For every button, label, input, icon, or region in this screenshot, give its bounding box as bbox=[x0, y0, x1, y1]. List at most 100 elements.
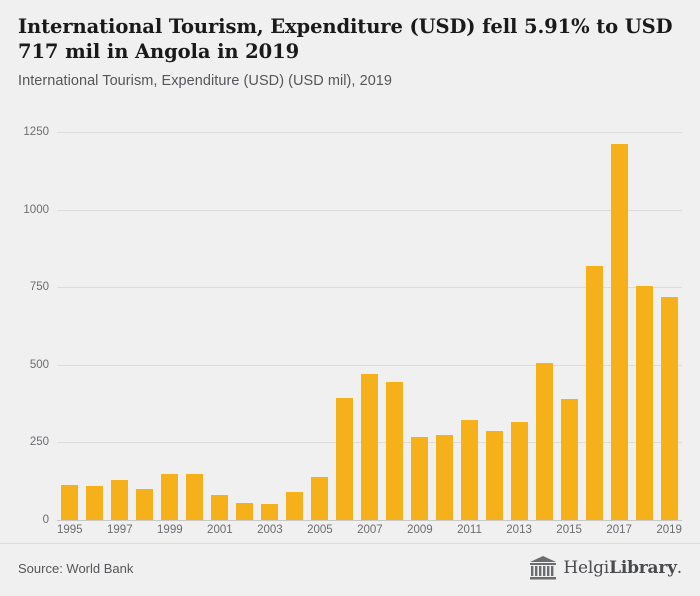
x-axis-tick-label bbox=[482, 524, 506, 544]
x-axis-tick-label bbox=[83, 524, 107, 544]
bar-cell bbox=[282, 132, 307, 520]
gridline bbox=[57, 520, 682, 521]
bar[interactable] bbox=[461, 420, 478, 520]
x-axis-tick-label: 2003 bbox=[257, 524, 283, 536]
chart-header: International Tourism, Expenditure (USD)… bbox=[0, 0, 700, 89]
bar-cell bbox=[182, 132, 207, 520]
x-axis-tick-label bbox=[333, 524, 357, 544]
x-axis-tick-label: 2015 bbox=[556, 524, 582, 536]
bar-cell bbox=[457, 132, 482, 520]
bar[interactable] bbox=[261, 504, 278, 520]
bar[interactable] bbox=[186, 474, 203, 520]
bar-cell bbox=[357, 132, 382, 520]
bar[interactable] bbox=[361, 373, 378, 520]
bar[interactable] bbox=[561, 399, 578, 520]
bar[interactable] bbox=[661, 297, 678, 520]
bar-cell bbox=[632, 132, 657, 520]
gridline bbox=[57, 287, 682, 289]
x-axis-tick-label: 2009 bbox=[407, 524, 433, 536]
bar-cell bbox=[57, 132, 82, 520]
x-axis-tick-label bbox=[283, 524, 307, 544]
bar-cell bbox=[432, 132, 457, 520]
logo-text-light: Helgi bbox=[563, 558, 610, 578]
x-axis-tick-label bbox=[383, 524, 407, 544]
gridline bbox=[57, 364, 682, 366]
bar[interactable] bbox=[136, 489, 153, 520]
x-axis-tick-label bbox=[632, 524, 656, 544]
bar-cell bbox=[332, 132, 357, 520]
bar[interactable] bbox=[486, 430, 503, 520]
chart-area: 0 250 500 750 1000 1250 1995 1997 1999 2001 2003 2… bbox=[0, 115, 700, 545]
x-axis-tick-label bbox=[233, 524, 257, 544]
bar[interactable] bbox=[311, 476, 328, 520]
bar-cell bbox=[607, 132, 632, 520]
bar[interactable] bbox=[111, 479, 128, 520]
x-axis-tick-label: 2017 bbox=[606, 524, 632, 536]
x-axis-tick-label: 1999 bbox=[157, 524, 183, 536]
y-axis-tick-label: 1000 bbox=[23, 203, 49, 216]
source-note: Source: World Bank bbox=[18, 561, 134, 576]
bar-cell bbox=[407, 132, 432, 520]
x-axis-tick-label: 2001 bbox=[207, 524, 233, 536]
bar-cell bbox=[107, 132, 132, 520]
bar-cell bbox=[307, 132, 332, 520]
logo-wordmark: HelgiLibrary. bbox=[563, 558, 682, 578]
x-axis-tick-label: 2011 bbox=[457, 524, 482, 536]
bar[interactable] bbox=[611, 143, 628, 520]
bar-cell bbox=[257, 132, 282, 520]
x-axis-tick-label bbox=[133, 524, 157, 544]
bar-cell bbox=[82, 132, 107, 520]
bar-cell bbox=[557, 132, 582, 520]
bar[interactable] bbox=[286, 492, 303, 520]
bar-cell bbox=[582, 132, 607, 520]
bar-cell bbox=[207, 132, 232, 520]
x-axis-tick-label bbox=[183, 524, 207, 544]
bar[interactable] bbox=[211, 495, 228, 520]
bar-cell bbox=[507, 132, 532, 520]
gridline bbox=[57, 209, 682, 211]
bar-cell bbox=[232, 132, 257, 520]
library-building-icon bbox=[530, 556, 557, 580]
x-axis-tick-label: 2005 bbox=[307, 524, 333, 536]
x-axis-tick-label bbox=[582, 524, 606, 544]
x-axis-tick-label bbox=[433, 524, 457, 544]
bar-cell bbox=[157, 132, 182, 520]
y-axis-tick-label: 750 bbox=[29, 281, 49, 294]
x-axis-labels: 1995 1997 1999 2001 2003 2005 2007 2009 2011 2013… bbox=[57, 524, 682, 544]
logo-text-bold: Library bbox=[609, 558, 677, 578]
x-axis-tick-label: 2007 bbox=[357, 524, 383, 536]
bar-series bbox=[57, 132, 682, 520]
bar[interactable] bbox=[161, 474, 178, 520]
x-axis-tick-label: 1995 bbox=[57, 524, 83, 536]
bar[interactable] bbox=[586, 265, 603, 520]
bar[interactable] bbox=[336, 398, 353, 520]
bar[interactable] bbox=[236, 502, 253, 520]
bar-cell bbox=[132, 132, 157, 520]
bar[interactable] bbox=[411, 436, 428, 520]
page-title: International Tourism, Expenditure (USD)… bbox=[18, 15, 673, 63]
y-axis-tick-label: 1250 bbox=[23, 126, 49, 138]
y-axis-tick-label: 250 bbox=[29, 436, 49, 449]
y-axis-tick-label: 500 bbox=[29, 358, 49, 371]
bar[interactable] bbox=[61, 484, 78, 520]
gridline bbox=[57, 132, 682, 133]
x-axis-tick-label bbox=[532, 524, 556, 544]
x-axis-tick-label: 2013 bbox=[506, 524, 532, 536]
bar-cell bbox=[382, 132, 407, 520]
bar[interactable] bbox=[511, 421, 528, 520]
bar-cell bbox=[657, 132, 682, 520]
bar[interactable] bbox=[636, 285, 653, 520]
x-axis-tick-label: 2019 bbox=[656, 524, 682, 536]
x-axis-tick-label: 1997 bbox=[107, 524, 133, 536]
y-axis-tick-label: 0 bbox=[42, 514, 49, 526]
bar-cell bbox=[482, 132, 507, 520]
helgi-library-logo[interactable]: HelgiLibrary. bbox=[530, 556, 682, 580]
chart-subtitle: International Tourism, Expenditure (USD)… bbox=[18, 73, 393, 89]
plot-area bbox=[57, 132, 682, 521]
bar[interactable] bbox=[436, 434, 453, 520]
bar[interactable] bbox=[536, 362, 553, 520]
bar[interactable] bbox=[386, 381, 403, 520]
bar-cell bbox=[532, 132, 557, 520]
bar[interactable] bbox=[86, 485, 103, 520]
